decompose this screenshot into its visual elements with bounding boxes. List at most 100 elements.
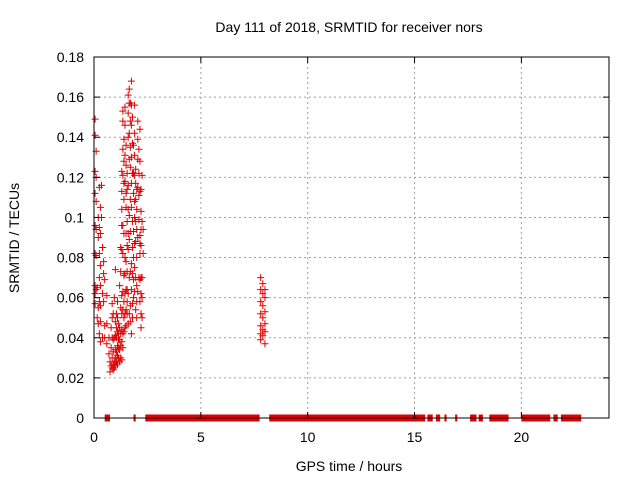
data-point <box>107 344 115 352</box>
data-point <box>131 171 139 179</box>
data-point <box>94 234 102 241</box>
data-point <box>257 310 265 318</box>
data-point <box>259 302 267 310</box>
data-point <box>134 135 142 143</box>
data-point <box>137 207 145 215</box>
data-point <box>108 300 116 308</box>
data-point <box>135 145 143 153</box>
data-point <box>91 221 99 229</box>
data-point <box>257 274 265 282</box>
data-point <box>261 328 269 336</box>
data-point <box>118 205 126 213</box>
data-point <box>138 171 146 179</box>
data-point <box>126 117 134 125</box>
data-point <box>261 340 269 348</box>
data-point <box>120 195 128 203</box>
data-point <box>132 195 140 203</box>
y-tick-label: 0.06 <box>57 290 84 306</box>
data-point <box>103 320 111 328</box>
chart-title: Day 111 of 2018, SRMTID for receiver nor… <box>215 19 482 35</box>
x-tick-label: 5 <box>197 429 205 445</box>
y-tick-label: 0.12 <box>57 169 84 185</box>
data-point <box>114 314 122 322</box>
data-point <box>120 157 128 165</box>
data-point <box>130 141 138 149</box>
data-point <box>130 294 138 302</box>
data-point <box>124 133 132 141</box>
data-point <box>134 117 142 125</box>
data-point <box>128 300 136 308</box>
y-tick-label: 0 <box>76 410 84 426</box>
data-point <box>118 338 126 346</box>
data-point <box>120 135 128 143</box>
data-point <box>138 274 146 282</box>
data-point <box>99 244 107 252</box>
data-point <box>138 314 146 322</box>
data-point <box>139 225 147 233</box>
data-point <box>257 322 265 330</box>
data-point <box>96 338 104 346</box>
data-point <box>125 310 133 318</box>
data-point <box>96 318 104 326</box>
data-point <box>118 187 126 195</box>
data-point <box>96 282 104 290</box>
data-point <box>257 336 265 344</box>
data-point <box>115 320 123 328</box>
data-point <box>93 314 101 322</box>
data-point <box>100 258 108 266</box>
data-point <box>136 125 144 133</box>
grid-lines <box>94 57 609 418</box>
data-point <box>261 308 269 316</box>
data-point <box>110 294 118 302</box>
data-point <box>127 330 135 338</box>
data-point <box>121 254 129 262</box>
data-point <box>120 328 128 336</box>
data-point <box>133 282 141 290</box>
data-point <box>131 129 139 137</box>
data-point <box>95 223 103 231</box>
data-point <box>97 181 105 189</box>
plot-frame <box>93 56 610 419</box>
data-point <box>105 350 113 358</box>
data-point <box>137 242 145 250</box>
data-point <box>137 185 145 193</box>
data-point <box>127 121 135 129</box>
data-point <box>127 77 135 85</box>
data-point <box>126 318 134 326</box>
data-point <box>126 163 134 171</box>
data-point <box>91 167 99 175</box>
data-point <box>261 286 269 294</box>
data-point <box>257 298 265 306</box>
data-point <box>123 185 131 193</box>
data-point <box>135 191 143 199</box>
data-point <box>259 280 267 288</box>
data-point <box>91 115 99 123</box>
data-point <box>100 298 108 306</box>
data-point <box>119 344 127 352</box>
data-point <box>117 268 125 276</box>
data-point <box>111 266 119 274</box>
data-point <box>100 270 108 278</box>
data-point <box>124 290 132 298</box>
y-tick-label: 0.1 <box>65 209 85 225</box>
data-point <box>124 109 132 117</box>
data-point <box>259 332 267 340</box>
axis-ticks: 0 0.02 0.04 0.06 0.08 0.1 0.12 0.14 0.16 0.18 0 5 10… <box>57 49 609 445</box>
y-tick-label: 0.04 <box>57 330 84 346</box>
data-point <box>95 274 103 282</box>
data-point <box>91 290 99 298</box>
y-axis-label: SRMTID / TECUs <box>6 183 22 293</box>
data-point <box>127 203 135 211</box>
data-point <box>119 107 127 115</box>
data-point <box>261 320 269 328</box>
data-point <box>101 276 109 284</box>
data-point <box>124 91 132 99</box>
y-tick-label: 0.02 <box>57 370 84 386</box>
data-point <box>124 246 132 254</box>
y-tick-label: 0.16 <box>57 89 84 105</box>
data-point <box>125 211 133 219</box>
data-point <box>95 330 103 338</box>
data-point <box>122 161 130 169</box>
data-point <box>121 151 129 159</box>
